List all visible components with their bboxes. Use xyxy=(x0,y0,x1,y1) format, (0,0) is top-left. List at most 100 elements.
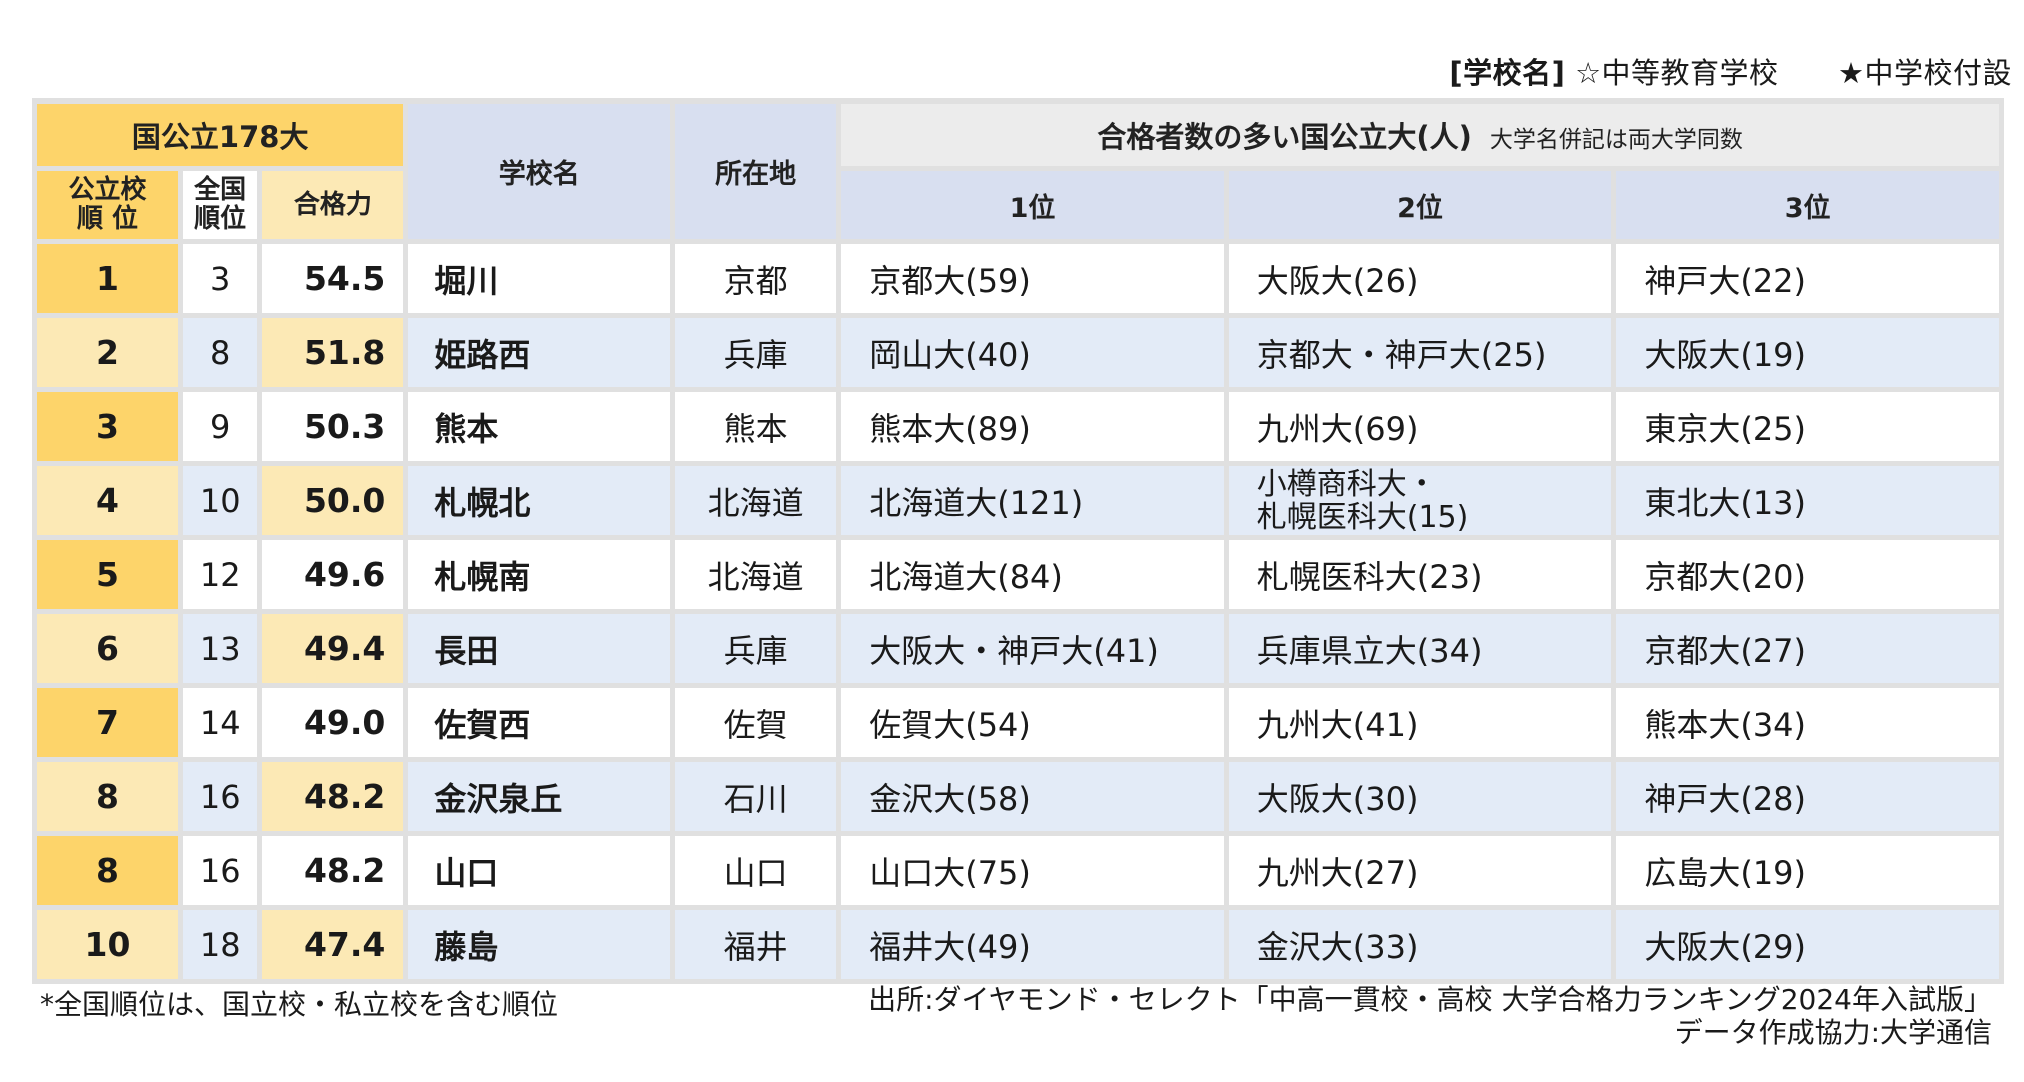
national-rank: 10 xyxy=(182,466,258,535)
header-pos3: 3位 xyxy=(1616,171,1999,239)
school-name: 山口 xyxy=(408,836,671,905)
location: 兵庫 xyxy=(675,318,837,387)
public-rank: 8 xyxy=(37,836,178,905)
header-score: 合格力 xyxy=(262,171,404,239)
public-rank: 4 xyxy=(37,466,178,535)
table-row: 2 8 51.8 姫路西 兵庫 岡山大(40) 京都大・神戸大(25) 大阪大(… xyxy=(37,318,1999,387)
school-name: 金沢泉丘 xyxy=(408,762,671,831)
university-1: 金沢大(58) xyxy=(841,762,1224,831)
university-1: 福井大(49) xyxy=(841,910,1224,979)
national-rank: 3 xyxy=(182,244,258,313)
score: 48.2 xyxy=(262,762,404,831)
location: 熊本 xyxy=(675,392,837,461)
header-top-unis-note: 大学名併記は両大学同数 xyxy=(1489,127,1743,153)
public-rank: 1 xyxy=(37,244,178,313)
location: 佐賀 xyxy=(675,688,837,757)
university-1: 佐賀大(54) xyxy=(841,688,1224,757)
national-rank: 13 xyxy=(182,614,258,683)
national-rank: 18 xyxy=(182,910,258,979)
table-row: 8 16 48.2 金沢泉丘 石川 金沢大(58) 大阪大(30) 神戸大(28… xyxy=(37,762,1999,831)
national-rank: 14 xyxy=(182,688,258,757)
university-2: 大阪大(30) xyxy=(1228,762,1612,831)
national-rank: 16 xyxy=(182,762,258,831)
university-2: 金沢大(33) xyxy=(1228,910,1612,979)
university-1: 北海道大(84) xyxy=(841,540,1224,609)
public-rank: 8 xyxy=(37,762,178,831)
public-rank: 2 xyxy=(37,318,178,387)
location: 山口 xyxy=(675,836,837,905)
header-top-unis: 合格者数の多い国公立大(人) 大学名併記は両大学同数 xyxy=(841,104,1999,166)
score: 54.5 xyxy=(262,244,404,313)
school-name: 札幌南 xyxy=(408,540,671,609)
university-2: 九州大(41) xyxy=(1228,688,1612,757)
university-3: 京都大(27) xyxy=(1616,614,1999,683)
score: 50.3 xyxy=(262,392,404,461)
national-rank: 9 xyxy=(182,392,258,461)
footnote: *全国順位は、国立校・私立校を含む順位 xyxy=(40,988,559,1021)
university-3: 京都大(20) xyxy=(1616,540,1999,609)
university-1: 北海道大(121) xyxy=(841,466,1224,535)
score: 48.2 xyxy=(262,836,404,905)
university-2: 九州大(27) xyxy=(1228,836,1612,905)
university-3: 東京大(25) xyxy=(1616,392,1999,461)
score: 49.0 xyxy=(262,688,404,757)
header-group-label: 国公立178大 xyxy=(37,104,404,166)
header-school-name: 学校名 xyxy=(408,104,671,239)
university-1: 京都大(59) xyxy=(841,244,1224,313)
school-name: 札幌北 xyxy=(408,466,671,535)
header-top-unis-title: 合格者数の多い国公立大(人) xyxy=(1097,120,1472,154)
source-text: 出所:ダイヤモンド・セレクト「中高一貫校・高校 大学合格力ランキング2024年入… xyxy=(868,983,1992,1016)
national-rank: 12 xyxy=(182,540,258,609)
table-row: 1 3 54.5 堀川 京都 京都大(59) 大阪大(26) 神戸大(22) xyxy=(37,244,1999,313)
location: 福井 xyxy=(675,910,837,979)
ranking-table: 国公立178大 学校名 所在地 合格者数の多い国公立大(人) 大学名併記は両大学同… xyxy=(32,98,2004,984)
score: 47.4 xyxy=(262,910,404,979)
national-rank: 8 xyxy=(182,318,258,387)
location: 石川 xyxy=(675,762,837,831)
credit-text: データ作成協力:大学通信 xyxy=(1674,1016,1992,1049)
score: 49.6 xyxy=(262,540,404,609)
legend-school-name: [学校名] xyxy=(1449,56,1566,90)
public-rank: 7 xyxy=(37,688,178,757)
header-national-rank: 全国 順位 xyxy=(182,171,258,239)
public-rank: 3 xyxy=(37,392,178,461)
school-name: 佐賀西 xyxy=(408,688,671,757)
table-row: 10 18 47.4 藤島 福井 福井大(49) 金沢大(33) 大阪大(29) xyxy=(37,910,1999,979)
public-rank: 10 xyxy=(37,910,178,979)
header-location: 所在地 xyxy=(675,104,837,239)
score: 49.4 xyxy=(262,614,404,683)
university-2: 兵庫県立大(34) xyxy=(1228,614,1612,683)
university-3: 広島大(19) xyxy=(1616,836,1999,905)
table-row: 6 13 49.4 長田 兵庫 大阪大・神戸大(41) 兵庫県立大(34) 京都… xyxy=(37,614,1999,683)
university-1: 大阪大・神戸大(41) xyxy=(841,614,1224,683)
table-row: 7 14 49.0 佐賀西 佐賀 佐賀大(54) 九州大(41) 熊本大(34) xyxy=(37,688,1999,757)
university-1: 山口大(75) xyxy=(841,836,1224,905)
legend: [学校名] ☆中等教育学校 ★中学校付設 xyxy=(1449,50,2012,92)
header-pos1: 1位 xyxy=(841,171,1224,239)
table-row: 3 9 50.3 熊本 熊本 熊本大(89) 九州大(69) 東京大(25) xyxy=(37,392,1999,461)
legend-chutou: ☆中等教育学校 xyxy=(1575,56,1779,90)
header-pos2: 2位 xyxy=(1228,171,1612,239)
table-row: 8 16 48.2 山口 山口 山口大(75) 九州大(27) 広島大(19) xyxy=(37,836,1999,905)
university-2: 大阪大(26) xyxy=(1228,244,1612,313)
school-name: 堀川 xyxy=(408,244,671,313)
national-rank: 16 xyxy=(182,836,258,905)
university-2: 九州大(69) xyxy=(1228,392,1612,461)
public-rank: 5 xyxy=(37,540,178,609)
legend-fusetsu: ★中学校付設 xyxy=(1838,56,2012,90)
university-3: 大阪大(19) xyxy=(1616,318,1999,387)
table-row: 4 10 50.0 札幌北 北海道 北海道大(121) 小樽商科大・ 札幌医科大… xyxy=(37,466,1999,535)
school-name: 藤島 xyxy=(408,910,671,979)
location: 兵庫 xyxy=(675,614,837,683)
table-row: 5 12 49.6 札幌南 北海道 北海道大(84) 札幌医科大(23) 京都大… xyxy=(37,540,1999,609)
location: 京都 xyxy=(675,244,837,313)
university-3: 神戸大(28) xyxy=(1616,762,1999,831)
university-1: 熊本大(89) xyxy=(841,392,1224,461)
header-public-rank: 公立校 順 位 xyxy=(37,171,178,239)
source-credit: 出所:ダイヤモンド・セレクト「中高一貫校・高校 大学合格力ランキング2024年入… xyxy=(868,983,1992,1049)
location: 北海道 xyxy=(675,466,837,535)
score: 50.0 xyxy=(262,466,404,535)
school-name: 熊本 xyxy=(408,392,671,461)
university-2: 札幌医科大(23) xyxy=(1228,540,1612,609)
university-3: 東北大(13) xyxy=(1616,466,1999,535)
